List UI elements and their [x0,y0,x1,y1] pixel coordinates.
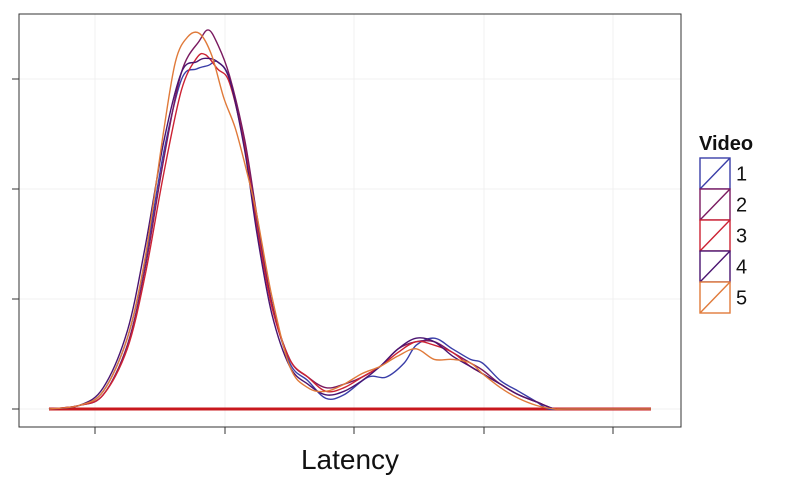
legend-item-2: 2 [699,188,747,221]
legend-item-4: 4 [699,250,747,283]
legend-key-line-5 [699,281,731,314]
legend-label-1: 1 [736,164,747,186]
legend-key-line-3 [699,219,731,252]
series-line-video-3 [48,52,651,411]
series-line-video-2 [48,29,651,411]
series-lines [48,29,651,411]
legend-key-line-4 [699,250,731,283]
legend-item-5: 5 [699,281,747,314]
legend-label-3: 3 [736,226,747,248]
series-line-video-1 [48,60,651,411]
plot-panel-border [18,13,682,428]
legend-label-2: 2 [736,195,747,217]
series-line-video-5 [48,31,651,410]
axis-ticks [12,78,614,434]
legend-label-4: 4 [736,257,747,279]
legend-item-3: 3 [699,219,747,252]
grid-lines [19,14,681,427]
series-line-video-4 [48,57,651,411]
legend-label-5: 5 [736,288,747,310]
legend-item-1: 1 [699,157,747,190]
legend-title: Video [699,133,753,155]
legend-key-line-1 [699,157,731,190]
legend: 1 2 3 4 5 [699,157,747,314]
x-axis-label: Latency [301,444,399,475]
legend-key-line-2 [699,188,731,221]
